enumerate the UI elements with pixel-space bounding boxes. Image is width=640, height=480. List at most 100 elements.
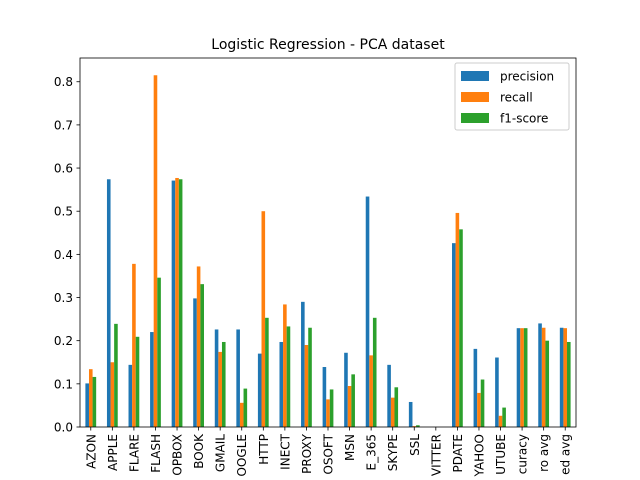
- bar-f1-score-1: [114, 323, 118, 427]
- x-tick-label: HTTP: [257, 434, 271, 465]
- bar-recall-20: [520, 328, 524, 427]
- bar-precision-19: [495, 357, 499, 427]
- bar-f1-score-2: [135, 336, 140, 427]
- bar-precision-2: [128, 364, 133, 427]
- bar-f1-score-4: [178, 179, 183, 427]
- bar-recall-8: [261, 211, 266, 427]
- x-tick-label: MSN: [343, 434, 357, 461]
- bar-recall-12: [347, 386, 352, 427]
- x-tick-label: YAHOO: [472, 434, 486, 478]
- bar-f1-score-5: [200, 284, 204, 427]
- y-tick-label: 0.5: [54, 205, 73, 219]
- legend-label-f1-score: f1-score: [500, 112, 548, 126]
- x-tick-label: FLASH: [149, 434, 163, 473]
- legend-swatch-recall: [461, 92, 489, 102]
- x-tick-label: E_365: [365, 434, 379, 471]
- bar-f1-score-10: [308, 327, 312, 427]
- bar-precision-11: [322, 367, 327, 427]
- bar-f1-score-0: [92, 376, 97, 427]
- bar-recall-17: [455, 212, 460, 427]
- bar-precision-4: [171, 180, 176, 427]
- legend-swatch-precision: [461, 71, 489, 81]
- bar-recall-5: [196, 266, 201, 427]
- x-tick-label: SSL: [408, 434, 422, 456]
- bar-f1-score-14: [394, 387, 399, 427]
- bar-precision-15: [408, 401, 413, 427]
- x-axis: AZON APPLE FLARE FLASH OPBOX BOOK GMAIL OOGLE HT…: [84, 427, 573, 478]
- bar-recall-21: [541, 327, 546, 427]
- x-tick-label: OOGLE: [235, 434, 249, 476]
- bar-f1-score-20: [523, 328, 528, 427]
- bar-precision-5: [193, 298, 197, 427]
- bar-recall-10: [304, 345, 309, 427]
- bar-precision-17: [452, 243, 456, 427]
- bar-recall-2: [132, 263, 136, 427]
- bar-f1-score-9: [286, 326, 291, 427]
- bar-recall-19: [498, 415, 503, 427]
- bar-recall-14: [390, 397, 395, 427]
- legend-label-recall: recall: [500, 91, 533, 105]
- y-tick-label: 0.0: [54, 421, 73, 435]
- bar-f1-score-11: [329, 389, 334, 427]
- bar-f1-score-8: [265, 317, 269, 427]
- bar-precision-20: [516, 328, 521, 427]
- y-tick-label: 0.7: [54, 118, 73, 132]
- bar-f1-score-19: [502, 407, 506, 427]
- x-tick-label: ed avg: [559, 434, 573, 475]
- y-tick-label: 0.4: [54, 248, 73, 262]
- x-tick-label: OSOFT: [322, 433, 336, 474]
- plot-frame: [79, 57, 577, 428]
- bar-f1-score-18: [480, 379, 485, 427]
- bar-precision-22: [559, 327, 564, 427]
- bar-recall-4: [175, 177, 179, 427]
- bar-recall-6: [218, 351, 222, 427]
- x-tick-label: curacy: [516, 434, 530, 474]
- y-tick-label: 0.8: [54, 75, 73, 89]
- bar-precision-0: [85, 383, 89, 427]
- bar-precision-8: [257, 353, 262, 427]
- bar-f1-score-17: [459, 229, 463, 427]
- y-tick-label: 0.2: [54, 334, 73, 348]
- bar-precision-1: [106, 179, 111, 427]
- bars: [85, 75, 571, 427]
- bar-precision-6: [214, 329, 219, 427]
- y-tick-label: 0.1: [54, 377, 73, 391]
- bar-recall-18: [477, 392, 481, 427]
- bar-recall-11: [326, 399, 330, 427]
- bar-precision-10: [301, 301, 305, 427]
- bar-recall-13: [369, 355, 373, 427]
- bar-f1-score-7: [243, 388, 248, 427]
- legend-label-precision: precision: [500, 70, 554, 84]
- bar-precision-18: [473, 348, 478, 427]
- bar-f1-score-13: [372, 317, 377, 427]
- x-tick-label: VITTER: [429, 434, 443, 476]
- bar-precision-7: [236, 329, 240, 427]
- bar-f1-score-15: [416, 425, 420, 427]
- bar-precision-14: [387, 364, 391, 427]
- x-tick-label: INECT: [278, 433, 292, 469]
- bar-recall-3: [153, 75, 158, 427]
- x-tick-label: PROXY: [300, 433, 314, 473]
- bar-precision-12: [344, 352, 348, 427]
- x-tick-label: AZON: [84, 434, 98, 469]
- x-tick-label: FLARE: [127, 434, 141, 472]
- x-tick-label: OPBOX: [171, 434, 185, 476]
- bar-recall-15: [412, 426, 417, 427]
- bar-f1-score-21: [545, 340, 550, 427]
- x-tick-label: APPLE: [106, 434, 120, 471]
- x-tick-label: UTUBE: [494, 434, 508, 475]
- bar-f1-score-6: [221, 341, 226, 427]
- bar-recall-1: [110, 362, 115, 427]
- x-tick-label: ro avg: [537, 434, 551, 472]
- y-tick-label: 0.6: [54, 162, 73, 176]
- bar-precision-13: [365, 196, 370, 427]
- bar-f1-score-22: [567, 341, 571, 427]
- legend: precision recall f1-score: [454, 62, 570, 131]
- bar-f1-score-12: [351, 374, 355, 427]
- y-axis: 0.0 0.1 0.2 0.3 0.4 0.5 0.6 0.7 0.8: [54, 75, 80, 435]
- bar-recall-9: [283, 304, 287, 427]
- bar-recall-0: [88, 369, 93, 427]
- x-tick-label: GMAIL: [214, 434, 228, 472]
- chart-title: Logistic Regression - PCA dataset: [211, 37, 445, 53]
